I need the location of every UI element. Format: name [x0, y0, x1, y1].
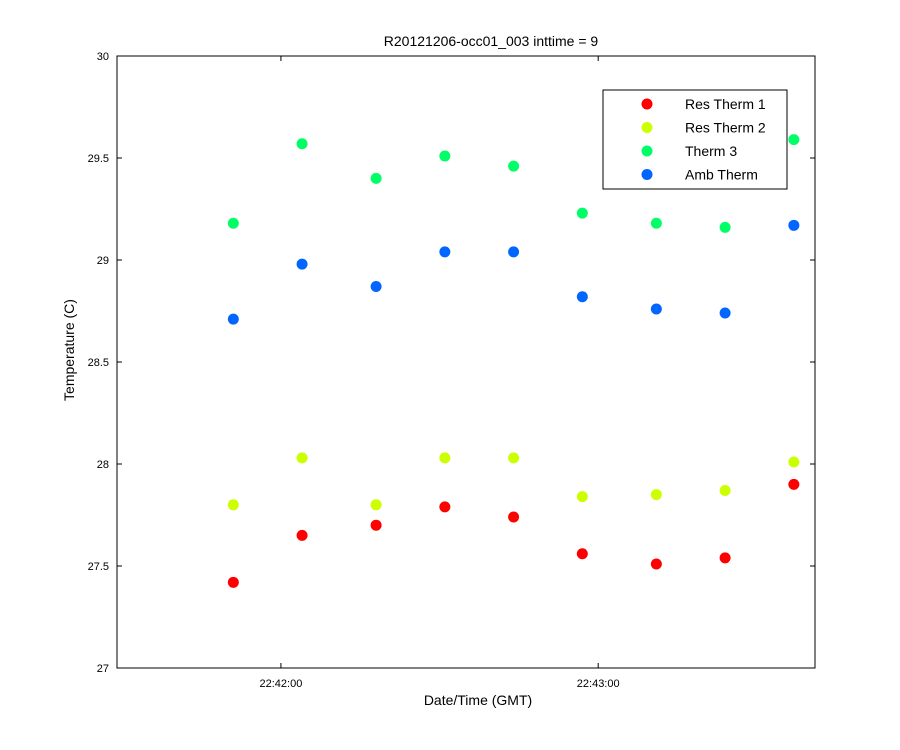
point-therm-3 — [788, 134, 800, 146]
point-amb-therm — [439, 246, 451, 258]
point-res-therm-1 — [650, 558, 662, 570]
y-tick-label: 27 — [97, 663, 109, 675]
point-therm-3 — [650, 217, 662, 229]
point-therm-3 — [227, 217, 239, 229]
point-therm-3 — [370, 172, 382, 184]
point-res-therm-1 — [227, 576, 239, 588]
point-res-therm-2 — [719, 485, 731, 497]
legend-label-therm-3: Therm 3 — [685, 143, 737, 159]
legend-label-amb-therm: Amb Therm — [685, 167, 758, 183]
point-amb-therm — [650, 303, 662, 315]
y-tick-label: 27.5 — [88, 561, 109, 573]
point-therm-3 — [576, 207, 588, 219]
data-points — [227, 134, 800, 588]
point-res-therm-1 — [439, 501, 451, 513]
legend-label-res-therm-2: Res Therm 2 — [685, 120, 766, 136]
point-res-therm-1 — [719, 552, 731, 564]
y-tick-label: 28.5 — [88, 357, 109, 369]
point-res-therm-2 — [227, 499, 239, 511]
point-therm-3 — [296, 138, 308, 150]
legend-marker-amb-therm — [641, 169, 653, 180]
point-amb-therm — [227, 313, 239, 325]
point-therm-3 — [439, 150, 451, 162]
point-therm-3 — [508, 160, 520, 172]
y-tick-label: 28 — [97, 459, 109, 471]
y-axis-label: Temperature (C) — [61, 299, 77, 401]
point-res-therm-1 — [788, 478, 800, 490]
point-res-therm-1 — [508, 511, 520, 523]
legend-label-res-therm-1: Res Therm 1 — [685, 96, 766, 112]
point-amb-therm — [370, 281, 382, 293]
point-amb-therm — [788, 219, 800, 231]
point-res-therm-2 — [576, 491, 588, 503]
point-amb-therm — [576, 291, 588, 303]
legend-marker-res-therm-2 — [641, 122, 653, 133]
point-amb-therm — [508, 246, 520, 258]
legend-box — [602, 89, 788, 190]
point-amb-therm — [296, 258, 308, 270]
point-res-therm-2 — [296, 452, 308, 464]
y-tick-label: 29 — [97, 255, 109, 267]
point-res-therm-2 — [650, 489, 662, 501]
axis-ticks: 27 27.5 28 28.5 29 29.5 30 22:42:00 22:43:00 — [88, 51, 815, 690]
y-tick-label: 29.5 — [88, 153, 109, 165]
x-tick-label: 22:43:00 — [577, 678, 620, 690]
point-res-therm-2 — [439, 452, 451, 464]
legend: Res Therm 1 Res Therm 2 Therm 3 Amb Therm — [602, 89, 788, 190]
point-amb-therm — [719, 307, 731, 319]
x-tick-label: 22:42:00 — [260, 678, 303, 690]
point-res-therm-2 — [370, 499, 382, 511]
point-therm-3 — [719, 221, 731, 233]
legend-marker-res-therm-1 — [641, 98, 653, 110]
point-res-therm-1 — [576, 548, 588, 560]
point-res-therm-2 — [788, 456, 800, 468]
x-axis-label: Date/Time (GMT) — [424, 692, 532, 708]
point-res-therm-2 — [508, 452, 520, 464]
chart-title: R20121206-occ01_003 inttime = 9 — [384, 33, 599, 49]
point-res-therm-1 — [296, 529, 308, 541]
y-tick-label: 30 — [97, 51, 109, 63]
legend-marker-therm-3 — [641, 145, 653, 157]
point-res-therm-1 — [370, 519, 382, 531]
